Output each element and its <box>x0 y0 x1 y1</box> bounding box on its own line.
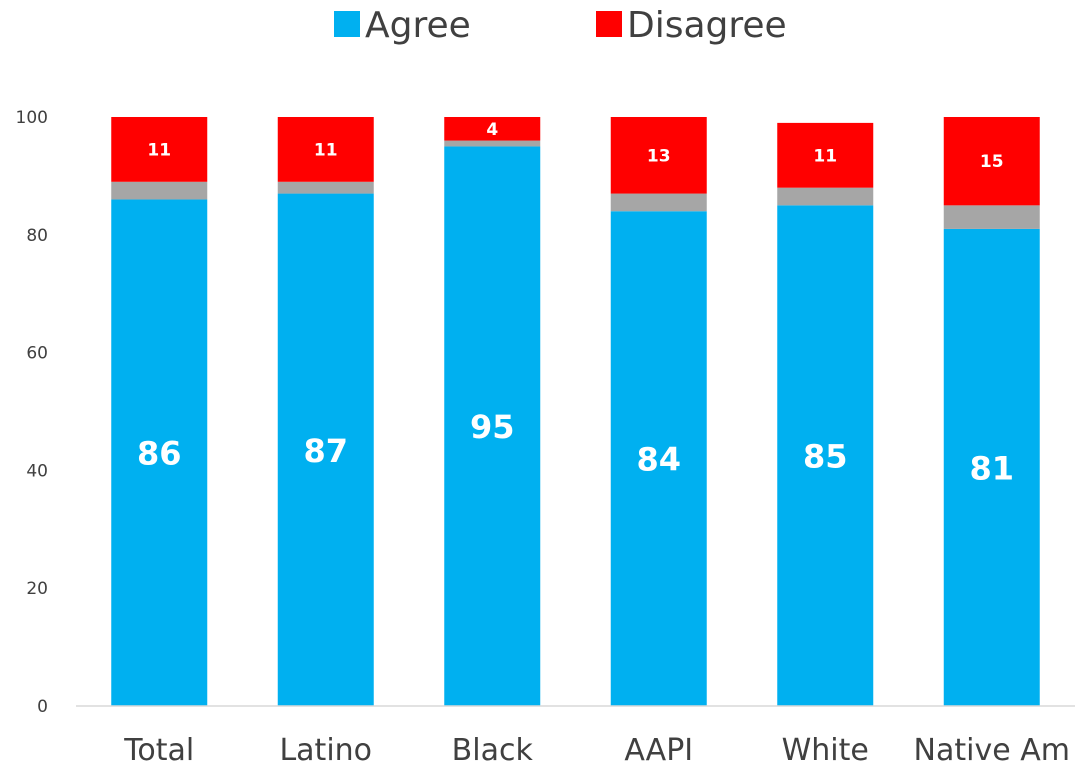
disagree-bar-segment <box>777 122 874 188</box>
disagree-bar-segment <box>277 117 374 182</box>
disagree-bar-segment <box>943 117 1040 206</box>
x-category-label: White <box>782 733 869 768</box>
x-axis: Total Latino Black AAPI White Native Am <box>76 705 1075 768</box>
disagree-data-label: 13 <box>647 146 671 166</box>
agree-data-label: 86 <box>137 435 182 473</box>
y-axis: 0 20 40 60 80 100 <box>16 108 48 717</box>
bar-group-white: 85 11 <box>777 122 874 706</box>
disagree-data-label: 11 <box>314 140 338 160</box>
bar-group-latino: 87 11 <box>277 117 374 706</box>
agree-bar-segment <box>943 228 1040 706</box>
unlabeled-bar-segment <box>277 181 374 194</box>
disagree-bar-segment <box>111 117 208 182</box>
y-tick-label: 100 <box>16 108 48 128</box>
disagree-data-label: 15 <box>980 152 1004 172</box>
disagree-data-label: 11 <box>813 146 837 166</box>
unlabeled-bar-segment <box>943 205 1040 229</box>
unlabeled-bar-segment <box>444 140 541 147</box>
legend-swatch-disagree <box>596 11 622 37</box>
bar-group-black: 95 4 <box>444 117 541 706</box>
unlabeled-bar-segment <box>111 181 208 200</box>
y-tick-label: 20 <box>26 579 48 599</box>
disagree-bar-segment <box>444 117 541 141</box>
agree-data-label: 85 <box>803 438 848 476</box>
legend-label-disagree: Disagree <box>627 5 787 46</box>
x-category-label: Native Am <box>914 733 1070 768</box>
disagree-bar-segment <box>610 117 707 194</box>
legend-swatch-agree <box>334 11 360 37</box>
y-tick-label: 60 <box>26 344 48 364</box>
agree-bar-segment <box>111 199 208 706</box>
bar-group-total: 86 11 <box>111 117 208 706</box>
agree-bar-segment <box>277 193 374 706</box>
x-category-label: Black <box>452 733 534 768</box>
disagree-data-label: 11 <box>147 140 171 160</box>
agree-data-label: 81 <box>969 449 1014 487</box>
agree-data-label: 95 <box>470 408 515 446</box>
agree-bar-segment <box>610 211 707 707</box>
bars: 86 11 87 11 95 4 84 13 85 11 81 15 <box>111 117 1040 707</box>
agree-data-label: 84 <box>636 441 681 479</box>
unlabeled-bar-segment <box>777 187 874 206</box>
agree-data-label: 87 <box>303 432 348 470</box>
legend-label-agree: Agree <box>365 5 471 46</box>
bar-group-aapi: 84 13 <box>610 117 707 707</box>
agree-bar-segment <box>444 146 541 706</box>
y-tick-label: 80 <box>26 226 48 246</box>
legend: Agree Disagree <box>334 5 787 46</box>
unlabeled-bar-segment <box>610 193 707 212</box>
x-category-label: Total <box>123 733 194 768</box>
y-tick-label: 40 <box>26 461 48 481</box>
x-category-label: Latino <box>279 733 372 768</box>
bar-group-native-am: 81 15 <box>943 117 1040 706</box>
x-category-label: AAPI <box>624 733 693 768</box>
agree-bar-segment <box>777 205 874 706</box>
y-tick-label: 0 <box>37 697 48 717</box>
disagree-data-label: 4 <box>486 120 498 140</box>
